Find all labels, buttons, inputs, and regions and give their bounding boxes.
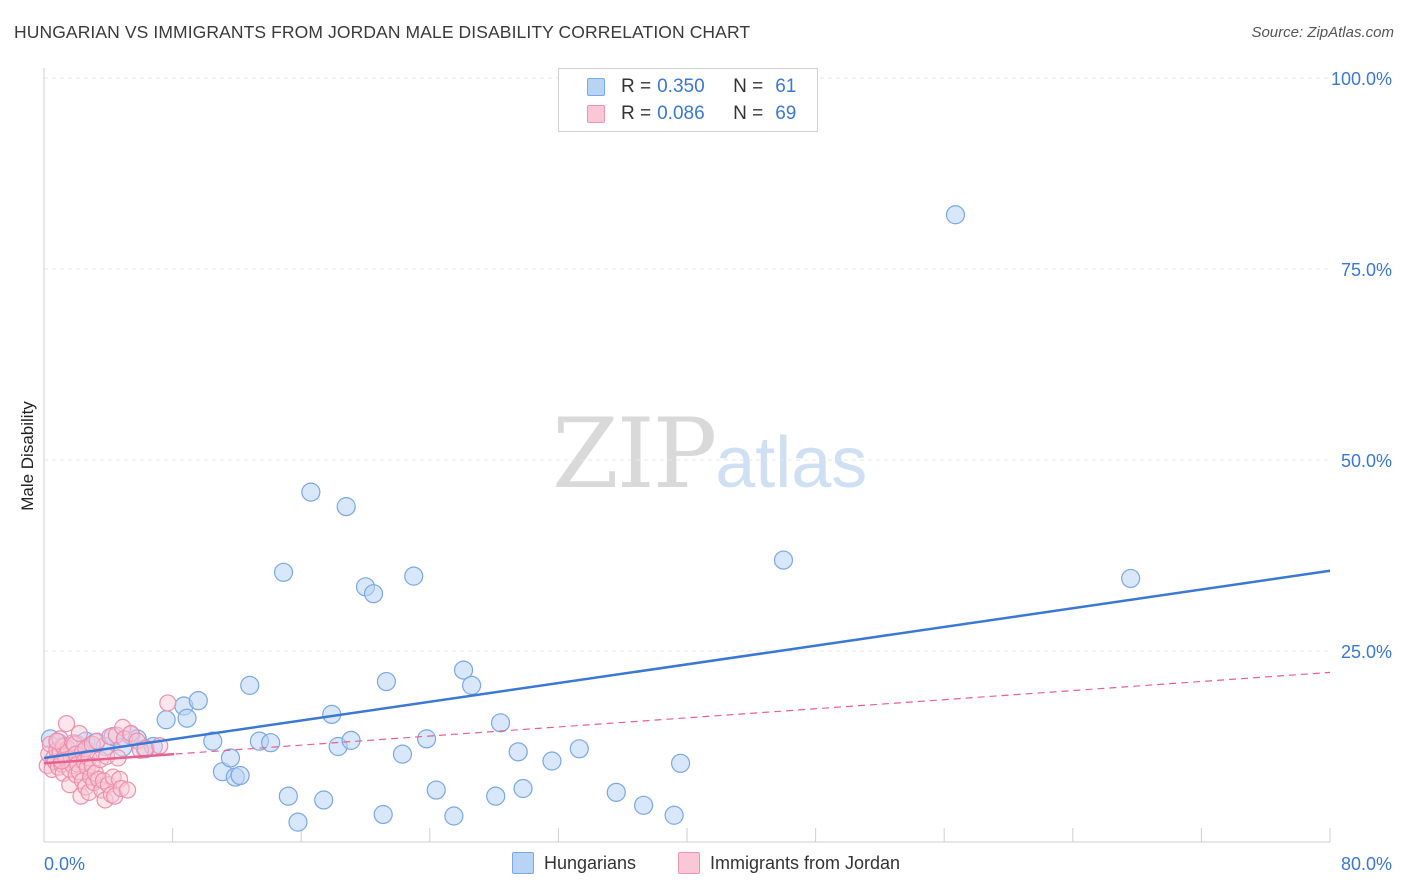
- hungarian-point: [392, 744, 413, 764]
- hungarian-point: [177, 708, 197, 728]
- series-swatch-jordan: [678, 852, 700, 874]
- hungarian-point: [373, 804, 393, 825]
- legend-r-label: R =: [621, 76, 652, 97]
- correlation-legend: R = 0.350 N = 61 R = 0.086 N = 69: [558, 68, 818, 132]
- legend-swatch-hungarians: [587, 78, 605, 96]
- hungarian-point: [945, 205, 966, 225]
- hungarian-point: [288, 812, 308, 832]
- series-label-jordan: Immigrants from Jordan: [710, 852, 901, 873]
- legend-n-value: 69: [775, 103, 797, 124]
- hungarian-point: [376, 671, 396, 692]
- hungarian-point: [156, 710, 176, 730]
- hungarian-point: [486, 786, 506, 806]
- hungarian-point: [508, 742, 528, 762]
- source-credit: Source: ZipAtlas.com: [1251, 24, 1394, 41]
- jordan-point: [118, 781, 137, 799]
- hungarian-point: [230, 765, 250, 786]
- jordan-point: [112, 779, 130, 798]
- legend-r-label: R =: [621, 103, 652, 124]
- hungarian-point: [633, 795, 654, 815]
- watermark: ZIPatlas: [552, 398, 867, 510]
- hungarian-point: [444, 806, 464, 826]
- hungarian-point: [336, 497, 356, 517]
- series-label-hungarians: Hungarians: [544, 852, 637, 873]
- legend-row-hungarians: R = 0.350 N = 61: [587, 75, 796, 99]
- series-legend-jordan[interactable]: Immigrants from Jordan: [678, 852, 900, 874]
- jordan-point: [77, 778, 95, 796]
- hungarian-point: [273, 562, 294, 582]
- legend-r-value: 0.086: [657, 103, 705, 124]
- hungarian-point: [1121, 568, 1141, 589]
- hungarian-point: [278, 786, 298, 806]
- hungarian-point: [261, 733, 281, 753]
- y-tick-label: 25.0%: [1341, 642, 1392, 662]
- legend-swatch-jordan: [587, 105, 605, 123]
- legend-row-jordan: R = 0.086 N = 69: [587, 102, 796, 126]
- jordan-point: [101, 727, 119, 746]
- y-tick-label: 100.0%: [1331, 69, 1392, 89]
- series-legend-hungarians[interactable]: Hungarians: [512, 852, 636, 874]
- series-swatch-hungarians: [512, 852, 534, 874]
- hungarian-point: [404, 566, 424, 586]
- hungarian-point: [670, 753, 691, 773]
- x-tick-label: 0.0%: [44, 854, 85, 874]
- hungarian-point: [773, 550, 794, 570]
- legend-n-value: 61: [775, 76, 797, 97]
- jordan-trendline-dashed: [43, 671, 1331, 764]
- y-tick-label: 75.0%: [1341, 260, 1392, 280]
- legend-n-label: N =: [733, 76, 764, 97]
- hungarian-point: [453, 660, 474, 680]
- jordan-point: [83, 735, 101, 753]
- hungarian-point: [416, 729, 437, 749]
- hungarian-point: [606, 782, 626, 802]
- hungarian-point: [664, 805, 684, 825]
- chart-title: HUNGARIAN VS IMMIGRANTS FROM JORDAN MALE…: [14, 22, 751, 42]
- jordan-point: [159, 694, 177, 712]
- jordan-point: [48, 732, 66, 750]
- legend-r-value: 0.350: [657, 76, 705, 97]
- hungarian-point: [363, 584, 384, 604]
- hungarian-point: [341, 730, 361, 750]
- jordan-point: [70, 724, 88, 743]
- jordan-trendline-solid: [43, 752, 175, 765]
- hungarian-point: [314, 790, 334, 810]
- watermark-atlas: atlas: [715, 423, 868, 503]
- hungarian-point: [426, 780, 446, 800]
- hungarian-point: [461, 675, 482, 695]
- watermark-zip: ZIP: [552, 398, 717, 510]
- hungarian-point: [220, 748, 241, 768]
- hungarian-point: [513, 778, 533, 799]
- y-axis-label: Male Disability: [18, 401, 37, 511]
- y-tick-label: 50.0%: [1341, 451, 1392, 471]
- jordan-point: [57, 714, 76, 733]
- hungarian-point: [490, 713, 511, 733]
- hungarian-point: [301, 482, 321, 502]
- hungarian-point: [569, 739, 589, 759]
- hungarian-point: [542, 751, 562, 771]
- x-tick-label: 80.0%: [1341, 854, 1392, 874]
- legend-n-label: N =: [733, 103, 764, 124]
- hungarian-trendline: [43, 569, 1331, 760]
- hungarian-point: [188, 691, 208, 711]
- hungarian-point: [240, 675, 260, 695]
- series-legend: Hungarians Immigrants from Jordan: [0, 852, 1406, 876]
